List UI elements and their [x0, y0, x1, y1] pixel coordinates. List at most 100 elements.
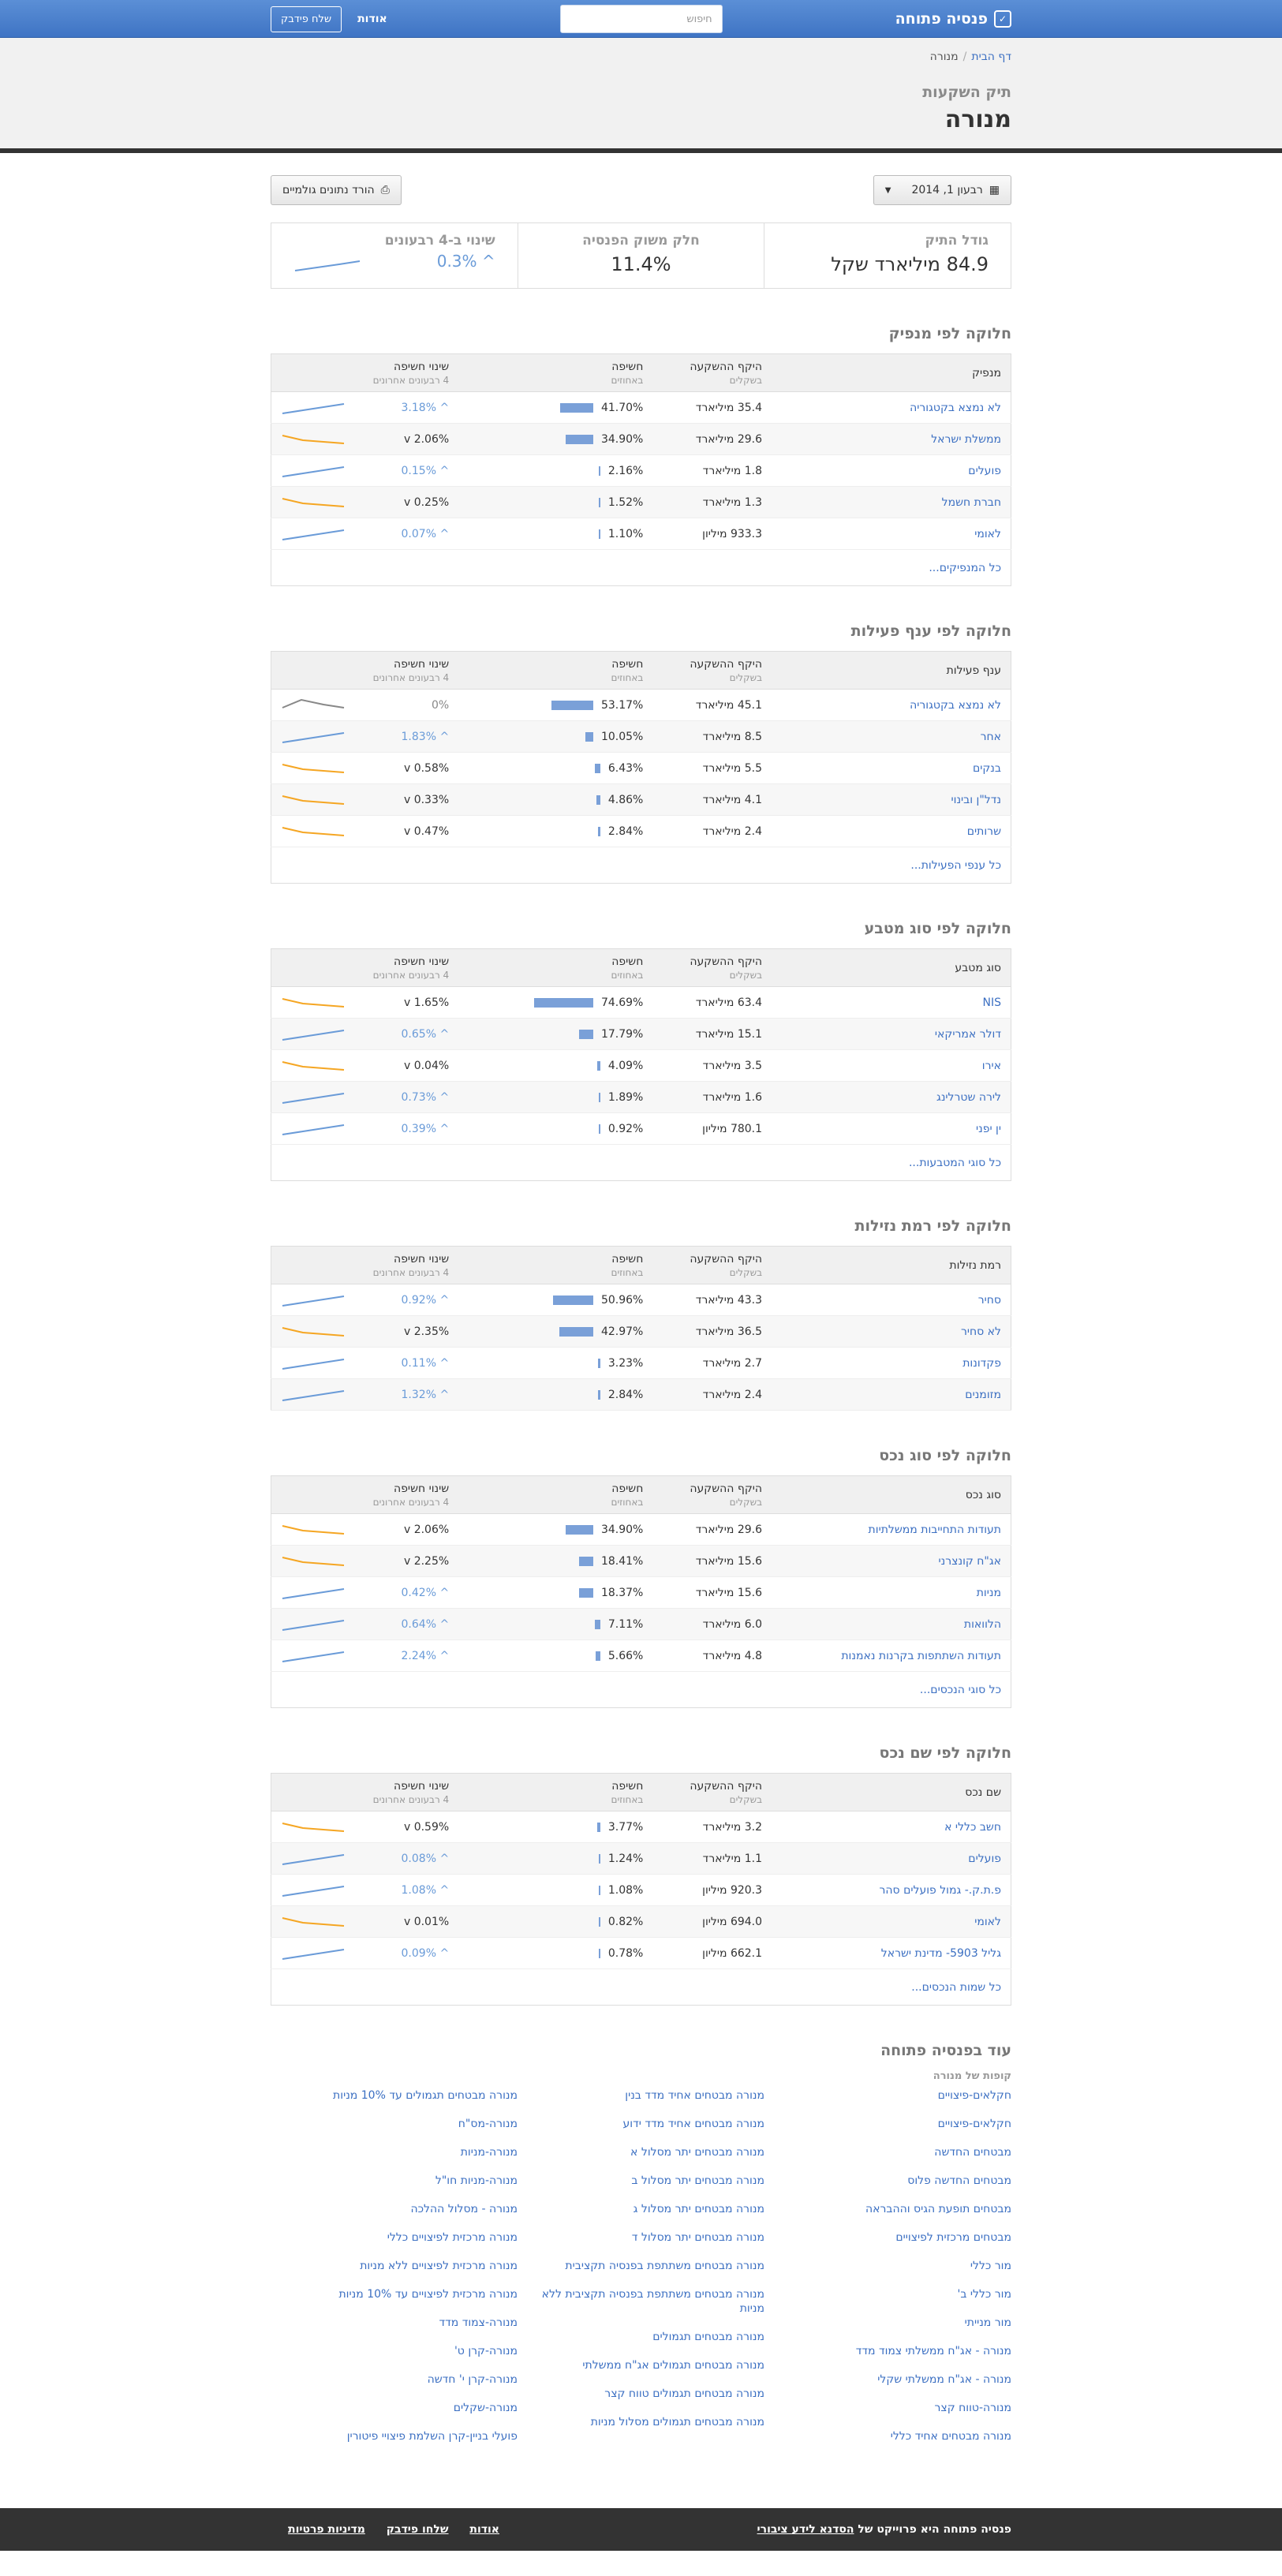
row-name-link[interactable]: פועלים	[968, 1852, 1001, 1865]
row-name-link[interactable]: בנקים	[972, 761, 1001, 775]
footer-feedback-link[interactable]: שלחו פידבק	[386, 2523, 449, 2536]
stat-label: שינוי ב-4 רבעונים	[384, 233, 495, 249]
footer-about-link[interactable]: אודות	[469, 2523, 499, 2536]
fund-link[interactable]: מור כללי ב'	[957, 2288, 1011, 2301]
row-name-link[interactable]: פקדונות	[962, 1356, 1001, 1370]
fund-link[interactable]: מנורה מבטחים יתר מסלול ד	[631, 2231, 764, 2244]
row-amount: 694.0 מיליון	[652, 1905, 772, 1938]
col-header-name: רמת נזילות	[772, 1246, 1011, 1284]
footer-privacy-link[interactable]: מדיניות פרטיות	[288, 2523, 365, 2536]
row-name-link[interactable]: גליל 5903- מדינת ישראל	[880, 1946, 1001, 1960]
fund-link[interactable]: מבטחים החדשה פלוס	[907, 2174, 1011, 2187]
row-name-link[interactable]: ין יפני	[975, 1122, 1001, 1135]
date-picker-button[interactable]: ▦ רבעון 1, 2014 ▼	[873, 175, 1011, 205]
fund-link[interactable]: מנורה מרכזית לפיצויים ללא מניות	[360, 2260, 518, 2272]
send-feedback-button[interactable]: שלח פידבק	[271, 6, 342, 32]
row-name-link[interactable]: לירה שטרלינג	[936, 1090, 1001, 1104]
fund-link[interactable]: פועלי בניין-קרן השלמת פיצויי פיטורין	[346, 2430, 518, 2443]
brand-logo[interactable]: ✓ פנסיה פתוחה	[895, 10, 1011, 28]
row-name-link[interactable]: אירו	[981, 1059, 1001, 1072]
row-name-link[interactable]: לא סחיר	[960, 1325, 1001, 1338]
exposure-bar	[596, 1651, 600, 1661]
row-name-link[interactable]: לאומי	[974, 1915, 1001, 1928]
fund-link[interactable]: מנורה מבטחים יתר מסלול ב	[631, 2174, 764, 2187]
row-name-link[interactable]: ממשלת ישראל	[931, 432, 1001, 446]
exposure-bar	[595, 763, 600, 773]
row-name-link[interactable]: נדל"ן ובינוי	[951, 793, 1002, 806]
footer-project-link[interactable]: הסדנא לידע ציבורי	[757, 2523, 854, 2536]
fund-link[interactable]: מנורה מרכזית לפיצויים עד 10% מניות	[338, 2288, 518, 2301]
fund-link[interactable]: מנורה-שקלים	[453, 2402, 518, 2414]
fund-link[interactable]: מנורה מבטחים תגמולים אג"ח ממשלתי	[582, 2359, 764, 2372]
row-name-link[interactable]: לא נמצא בקטגוריה	[910, 401, 1001, 414]
fund-link[interactable]: מנורה מבטחים משתתפת בפנסיה תקציבית ללא מ…	[541, 2288, 764, 2315]
col-header-exposure: חשיפה באחוזים	[458, 651, 653, 690]
fund-link[interactable]: מנורה-קרן י' חדשה	[427, 2373, 518, 2386]
fund-link[interactable]: מנורה - אג"ח ממשלתי שקלי	[877, 2373, 1011, 2386]
row-name-link[interactable]: מניות	[976, 1586, 1001, 1599]
show-all-link[interactable]: כל סוגי הנכסים...	[919, 1683, 1001, 1696]
exposure-bar	[553, 1295, 593, 1305]
fund-link[interactable]: מנורה-מס"ח	[458, 2118, 518, 2130]
col-header-amount: היקף ההשקעה בשקלים	[652, 948, 772, 987]
fund-link[interactable]: מבטחים תופעת הגיס וההבראה	[865, 2203, 1011, 2215]
row-name-link[interactable]: הלוואות	[963, 1617, 1001, 1631]
fund-link[interactable]: מבטחים מרכזית לפיצויים	[895, 2231, 1011, 2244]
fund-link[interactable]: מנורה מבטחים תגמולים טווח קצר	[604, 2387, 764, 2400]
row-change: v 2.35%	[403, 1325, 450, 1338]
row-name-link[interactable]: תעודות השתתפות בקרנות נאמנות	[841, 1649, 1001, 1662]
row-name-link[interactable]: NIS	[982, 996, 1002, 1009]
fund-link[interactable]: מנורה מבטחים אחיד כללי	[890, 2430, 1011, 2443]
row-name-link[interactable]: תעודות התחייבות ממשלתיות	[868, 1523, 1001, 1536]
row-name-link[interactable]: אחר	[980, 730, 1001, 743]
col-header-exposure: חשיפה באחוזים	[458, 1773, 653, 1811]
fund-link[interactable]: מנורה מבטחים אחיד מדד בנין	[625, 2089, 764, 2102]
download-raw-data-button[interactable]: ⎙ הורד נתונים גולמיים	[271, 175, 402, 205]
search-input[interactable]: חיפוש	[559, 5, 723, 33]
show-all-link[interactable]: כל המנפיקים...	[929, 561, 1001, 574]
breadcrumb-home[interactable]: דף הבית	[971, 50, 1011, 63]
fund-link[interactable]: מנורה-קרן ט'	[454, 2345, 518, 2357]
row-name-link[interactable]: חברת חשמל	[941, 495, 1001, 509]
nav-about-link[interactable]: אודות	[357, 13, 387, 25]
fund-link[interactable]: מנורה מבטחים אחיד מדד ידוע	[622, 2118, 764, 2130]
row-name-link[interactable]: פועלים	[968, 464, 1001, 477]
more-funds-section: עוד בפנסיה פתוחה קופות של מנורה חקלאים-פ…	[271, 2042, 1011, 2458]
fund-link[interactable]: מנורה-צמוד מדד	[439, 2316, 518, 2329]
fund-link[interactable]: מנורה מבטחים משתתפת בפנסיה תקציבית	[565, 2260, 764, 2272]
fund-link[interactable]: מנורה מבטחים יתר מסלול א	[630, 2146, 764, 2159]
col-header-exposure: חשיפה באחוזים	[458, 1246, 653, 1284]
fund-link[interactable]: מנורה - מסלול ההלכה	[410, 2203, 518, 2215]
fund-link[interactable]: מנורה-מניות חו"ל	[435, 2174, 518, 2187]
row-name-link[interactable]: לא נמצא בקטגוריה	[910, 698, 1001, 712]
row-name-link[interactable]: פ.ת.ק.- גמול פועלים סהר	[879, 1883, 1001, 1897]
fund-link[interactable]: מנורה מבטחים תגמולים מסלול מניות	[590, 2416, 764, 2428]
row-name-link[interactable]: מזומנים	[965, 1388, 1001, 1401]
fund-link[interactable]: מנורה מרכזית לפיצויים כללי	[387, 2231, 518, 2244]
fund-link[interactable]: חקלאים-פיצויים	[937, 2089, 1011, 2102]
fund-link[interactable]: מנורה-מניות	[460, 2146, 518, 2159]
fund-link[interactable]: מנורה-טווח קצר	[934, 2402, 1011, 2414]
stat-label: גודל התיק	[925, 233, 989, 249]
row-name-link[interactable]: חשב כללי א	[944, 1820, 1001, 1834]
fund-link[interactable]: מנורה - אג"ח ממשלתי צמוד מדד	[855, 2345, 1011, 2357]
fund-link[interactable]: מנורה מבטחים תגמולים	[652, 2331, 764, 2343]
exposure-bar	[578, 1556, 593, 1566]
show-all-link[interactable]: כל סוגי המטבעות...	[908, 1156, 1001, 1169]
fund-link[interactable]: מנורה מבטחים יתר מסלול ג	[633, 2203, 764, 2215]
row-name-link[interactable]: אג"ח קונצרני	[938, 1554, 1001, 1568]
row-name-link[interactable]: סחיר	[977, 1293, 1001, 1307]
row-name-link[interactable]: לאומי	[974, 527, 1001, 540]
top-navbar: ✓ פנסיה פתוחה חיפוש אודות שלח פידבק	[0, 0, 1282, 38]
fund-link[interactable]: מור מנייתי	[964, 2316, 1011, 2329]
fund-link[interactable]: מנורה מבטחים תגמולים עד 10% מניות	[333, 2089, 518, 2102]
fund-link[interactable]: חקלאים-פיצויים	[937, 2118, 1011, 2130]
row-name-link[interactable]: שרותים	[966, 824, 1001, 838]
fund-link[interactable]: מור כללי	[970, 2260, 1011, 2272]
row-name-link[interactable]: דולר אמריקאי	[934, 1027, 1001, 1041]
show-all-link[interactable]: כל שמות הנכסים...	[911, 1980, 1001, 1994]
show-all-link[interactable]: כל ענפי הפעילות...	[910, 858, 1001, 872]
table-row: מזומנים 2.4 מיליארד 2.84% ^ 1.32%	[271, 1378, 1011, 1411]
fund-link[interactable]: מבטחים החדשה	[934, 2146, 1011, 2159]
change-sparkline	[282, 434, 345, 444]
